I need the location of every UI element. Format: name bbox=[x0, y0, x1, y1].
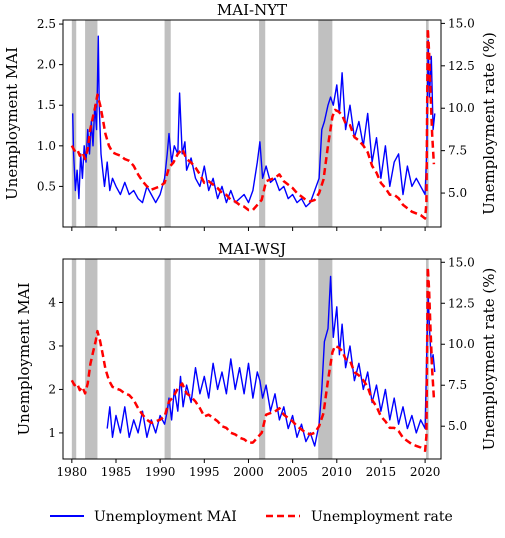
series-unemployment-rate bbox=[70, 265, 436, 453]
y-left-tick-label: 1.5 bbox=[37, 98, 56, 112]
y-left-tick-label: 3 bbox=[48, 339, 56, 353]
y-right-tick-label: 10.0 bbox=[448, 101, 475, 115]
y-right-tick-label: 5.0 bbox=[448, 419, 467, 433]
y-left-tick-label: 4 bbox=[48, 295, 56, 309]
y-right-tick-label: 5.0 bbox=[448, 186, 467, 200]
y-left-tick-label: 2.0 bbox=[37, 58, 56, 72]
recession-band bbox=[71, 20, 77, 227]
x-tick-label: 2000 bbox=[233, 465, 264, 479]
y-right-tick-label: 12.5 bbox=[448, 59, 475, 73]
y-right-tick-label: 12.5 bbox=[448, 296, 475, 310]
plot-frame bbox=[62, 19, 442, 228]
recession-band bbox=[259, 20, 266, 227]
series-unemployment-mai bbox=[106, 275, 436, 447]
y-right-tick-label: 10.0 bbox=[448, 337, 475, 351]
legend-mai-label: Unemployment MAI bbox=[94, 509, 237, 525]
y-left-tick-label: 2.5 bbox=[37, 17, 56, 31]
y-right-tick-label: 7.5 bbox=[448, 144, 467, 158]
x-tick-label: 2015 bbox=[366, 465, 397, 479]
recession-band bbox=[318, 20, 333, 227]
chart-title: MAI-WSJ bbox=[218, 240, 286, 258]
y-left-tick-label: 0.5 bbox=[37, 179, 56, 193]
y-right-tick-label: 7.5 bbox=[448, 378, 467, 392]
panel-mai-wsj: 1980 1985 1990 1995 2000 2005 2010 2015 2020 1 2 3 4… bbox=[15, 240, 498, 479]
x-tick-label: 1980 bbox=[57, 465, 88, 479]
y-left-tick-label: 1 bbox=[48, 426, 56, 440]
x-tick-label: 1985 bbox=[101, 465, 132, 479]
y-right-tick-label: 15.0 bbox=[448, 16, 475, 30]
legend-rate-label: Unemployment rate bbox=[311, 509, 453, 525]
x-tick-label: 2005 bbox=[277, 465, 308, 479]
y-right-tick-label: 15.0 bbox=[448, 255, 475, 269]
x-tick-label: 2020 bbox=[410, 465, 441, 479]
y-left-tick-label: 1.0 bbox=[37, 139, 56, 153]
legend: Unemployment MAI Unemployment rate bbox=[50, 509, 453, 525]
x-tick-label: 2010 bbox=[322, 465, 353, 479]
series-unemployment-rate bbox=[70, 27, 436, 220]
recession-band bbox=[259, 259, 266, 459]
plot-frame bbox=[62, 258, 442, 460]
y-left-axis-label: Unemployment MAI bbox=[15, 282, 33, 435]
y-left-axis-label: Unemployment MAI bbox=[3, 47, 21, 200]
y-left-tick-label: 2 bbox=[48, 382, 56, 396]
chart-title: MAI-NYT bbox=[217, 1, 287, 19]
x-tick-label: 1990 bbox=[145, 465, 176, 479]
recession-band bbox=[164, 20, 171, 227]
y-right-axis-label: Unemployment rate (%) bbox=[480, 268, 498, 451]
recession-band bbox=[164, 259, 171, 459]
series-unemployment-mai bbox=[72, 35, 436, 208]
y-right-axis-label: Unemployment rate (%) bbox=[480, 32, 498, 215]
x-tick-label: 1995 bbox=[189, 465, 220, 479]
recession-band bbox=[71, 259, 77, 459]
panel-mai-nyt: 0.5 1.0 1.5 2.0 2.5 5.0 7.5 10.0 12.5 15.0 MAI-NYT… bbox=[3, 1, 498, 231]
